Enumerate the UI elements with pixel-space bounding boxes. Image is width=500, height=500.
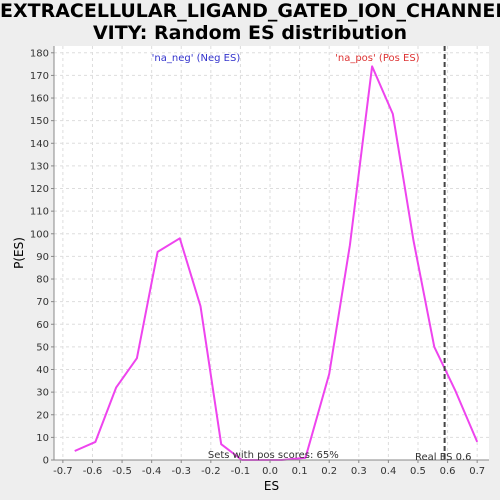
x-tick-label: 0.2 <box>321 466 337 477</box>
x-tick-label: -0.5 <box>112 466 132 477</box>
y-axis-label: P(ES) <box>12 237 26 269</box>
y-tick-label: 70 <box>36 297 49 308</box>
real-es-label: Real ES 0.6 <box>415 452 471 463</box>
y-tick-label: 130 <box>30 161 49 172</box>
y-tick-label: 80 <box>36 275 49 286</box>
y-ticks: 0 10 20 30 40 50 60 70 80 90 100 110 120 130 140 150 160… <box>30 48 54 467</box>
pos-scores-note: Sets with pos scores: 65% <box>208 450 339 461</box>
neg-es-label: 'na_neg' (Neg ES) <box>152 53 241 64</box>
y-tick-label: 180 <box>30 48 49 59</box>
y-tick-label: 100 <box>30 229 49 240</box>
grid-lines <box>54 46 489 461</box>
y-tick-label: 170 <box>30 71 49 82</box>
plot-area <box>54 46 489 460</box>
x-tick-label: -0.2 <box>201 466 221 477</box>
y-tick-label: 140 <box>30 139 49 150</box>
y-tick-label: 160 <box>30 94 49 105</box>
x-tick-label: 0.0 <box>262 466 278 477</box>
x-tick-label: -0.3 <box>171 466 191 477</box>
y-tick-label: 50 <box>36 342 49 353</box>
chart-title: EXTRACELLULAR_LIGAND_GATED_ION_CHANNEL_A… <box>0 0 500 44</box>
y-tick-label: 30 <box>36 388 49 399</box>
x-tick-label: -0.7 <box>53 466 73 477</box>
x-tick-label: 0.7 <box>469 466 485 477</box>
x-ticks: -0.7 -0.6 -0.5 -0.4 -0.3 -0.2 -0.1 0.0 0.1 0.2 0.3… <box>53 460 485 477</box>
x-tick-label: 0.4 <box>380 466 396 477</box>
x-tick-label: -0.6 <box>83 466 103 477</box>
x-tick-label: 0.6 <box>440 466 456 477</box>
y-tick-label: 10 <box>36 433 49 444</box>
x-tick-label: -0.4 <box>142 466 162 477</box>
pos-es-label: 'na_pos' (Pos ES) <box>335 53 420 64</box>
y-tick-label: 120 <box>30 184 49 195</box>
x-tick-label: 0.3 <box>351 466 367 477</box>
axes <box>53 46 489 461</box>
chart-title-line-1: EXTRACELLULAR_LIGAND_GATED_ION_CHANNEL_A… <box>0 0 500 22</box>
x-tick-label: 0.1 <box>292 466 308 477</box>
y-tick-label: 90 <box>36 252 49 263</box>
y-tick-label: 60 <box>36 320 49 331</box>
y-tick-label: 150 <box>30 116 49 127</box>
x-axis-label: ES <box>264 479 279 493</box>
y-tick-label: 20 <box>36 410 49 421</box>
x-tick-label: 0.5 <box>410 466 426 477</box>
y-tick-label: 0 <box>43 456 49 467</box>
chart-title-line-2: VITY: Random ES distribution <box>92 22 408 44</box>
x-tick-label: -0.1 <box>231 466 251 477</box>
y-tick-label: 110 <box>30 207 49 218</box>
y-tick-label: 40 <box>36 365 49 376</box>
